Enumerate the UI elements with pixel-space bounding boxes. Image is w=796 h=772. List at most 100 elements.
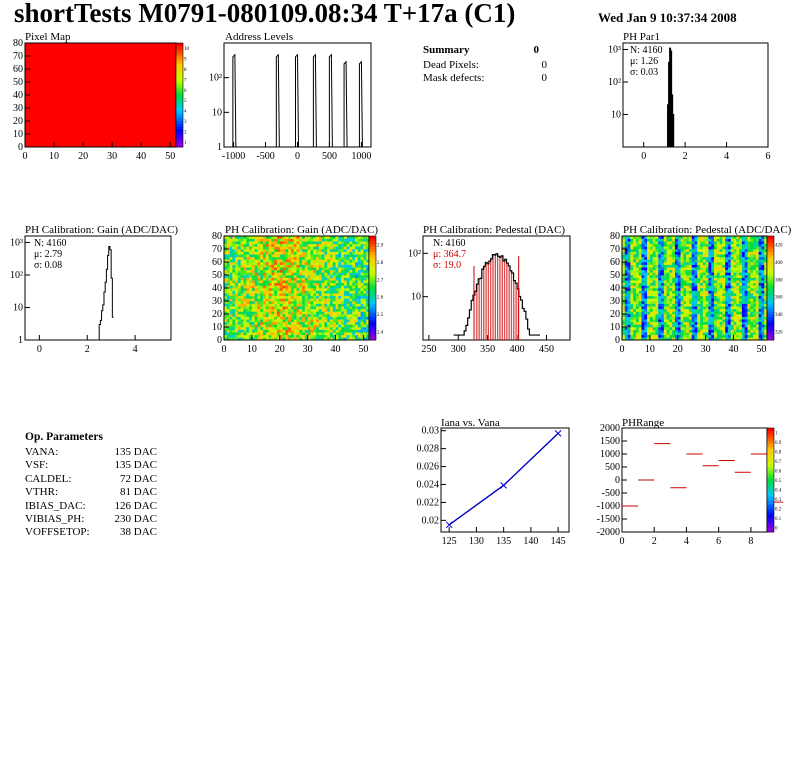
heatmap-cell <box>647 337 651 341</box>
heatmap-cell <box>243 319 247 323</box>
heatmap-cell <box>730 236 734 239</box>
heatmap-cell <box>652 251 656 255</box>
heatmap-cell <box>764 256 768 260</box>
heatmap-cell <box>739 249 743 252</box>
heatmap-cell <box>663 277 667 281</box>
heatmap-cell <box>327 275 331 278</box>
heatmap-cell <box>271 332 275 336</box>
heatmap-cell <box>249 243 253 247</box>
heatmap-cell <box>288 267 292 271</box>
heatmap-cell <box>744 308 748 312</box>
heatmap-cell <box>237 327 242 330</box>
heatmap-cell <box>307 249 311 252</box>
heatmap-cell <box>655 327 659 330</box>
heatmap-cell <box>229 272 233 276</box>
heatmap-cell <box>661 321 665 325</box>
heatmap-cell <box>661 329 665 333</box>
heatmap-cell <box>714 321 718 325</box>
heatmap-cell <box>360 337 364 341</box>
heatmap-cell <box>741 262 745 265</box>
heatmap-cell <box>697 329 701 333</box>
heatmap-cell <box>232 288 236 291</box>
heatmap-cell <box>655 285 659 289</box>
heatmap-cell <box>669 288 673 291</box>
heatmap-cell <box>349 249 353 252</box>
heatmap-cell <box>680 324 684 328</box>
heatmap-cell <box>741 236 745 239</box>
colorbar-cell <box>176 102 183 106</box>
heatmap-cell <box>293 337 297 341</box>
heatmap-cell <box>240 236 244 239</box>
heatmap-cell <box>669 262 673 265</box>
heatmap-cell <box>332 316 336 320</box>
heatmap-cell <box>299 308 303 312</box>
heatmap-cell <box>341 290 345 294</box>
heatmap-cell <box>764 298 768 302</box>
heatmap-cell <box>346 337 350 341</box>
heatmap-cell <box>276 290 281 294</box>
heatmap-cell <box>708 319 712 323</box>
heatmap-cell <box>341 272 345 276</box>
heatmap-cell <box>329 280 334 284</box>
heatmap-cell <box>638 267 642 271</box>
heatmap-cell <box>293 277 297 281</box>
heatmap-cell <box>700 308 704 312</box>
heatmap-cell <box>764 259 768 263</box>
heatmap-cell <box>355 238 359 242</box>
x-tick-label: 130 <box>469 536 484 547</box>
heatmap-cell <box>624 298 628 302</box>
heatmap-cell <box>246 332 250 336</box>
heatmap-cell <box>285 311 289 315</box>
heatmap-cell <box>652 314 656 317</box>
heatmap-cell <box>363 251 367 255</box>
heatmap-cell <box>674 321 679 325</box>
heatmap-cell <box>683 277 687 281</box>
heatmap-cell <box>750 337 754 341</box>
heatmap-cell <box>697 238 701 242</box>
heatmap-cell <box>343 243 347 247</box>
heatmap-cell <box>260 238 264 242</box>
heatmap-cell <box>232 236 236 239</box>
y-tick-label: 70 <box>13 51 23 62</box>
heatmap-cell <box>313 337 317 341</box>
heatmap-cell <box>296 308 300 312</box>
heatmap-cell <box>694 259 698 263</box>
heatmap-cell <box>257 236 261 239</box>
heatmap-cell <box>254 249 258 252</box>
heatmap-cell <box>669 282 673 286</box>
heatmap-cell <box>318 324 322 328</box>
heatmap-cell <box>633 298 637 302</box>
heatmap-cell <box>335 277 339 281</box>
heatmap-cell <box>705 262 709 265</box>
heatmap-cell <box>716 275 720 278</box>
heatmap-cell <box>302 264 306 268</box>
heatmap-cell <box>363 280 367 284</box>
heatmap-cell <box>243 316 247 320</box>
heatmap-cell <box>237 272 242 276</box>
heatmap-cell <box>363 275 367 278</box>
heatmap-cell <box>332 301 336 304</box>
heatmap-cell <box>719 329 723 333</box>
heatmap-cell <box>329 293 334 297</box>
heatmap-cell <box>276 288 281 291</box>
heatmap-cell <box>644 321 648 325</box>
heatmap-cell <box>733 254 737 258</box>
heatmap-cell <box>722 259 726 263</box>
heatmap-cell <box>700 267 704 271</box>
heatmap-cell <box>624 316 628 320</box>
heatmap-cell <box>700 262 704 265</box>
heatmap-cell <box>680 272 684 276</box>
heatmap-cell <box>661 251 665 255</box>
heatmap-cell <box>747 290 751 294</box>
heatmap-cell <box>649 301 653 304</box>
heatmap-cell <box>232 251 236 255</box>
heatmap-cell <box>329 324 334 328</box>
heatmap-cell <box>672 280 676 284</box>
heatmap-cell <box>744 277 748 281</box>
colorbar-cell <box>767 269 774 273</box>
heatmap-cell <box>363 254 367 258</box>
heatmap-cell <box>708 277 712 281</box>
heatmap-cell <box>224 288 228 291</box>
heatmap-cell <box>730 259 734 263</box>
heatmap-cell <box>652 293 656 297</box>
